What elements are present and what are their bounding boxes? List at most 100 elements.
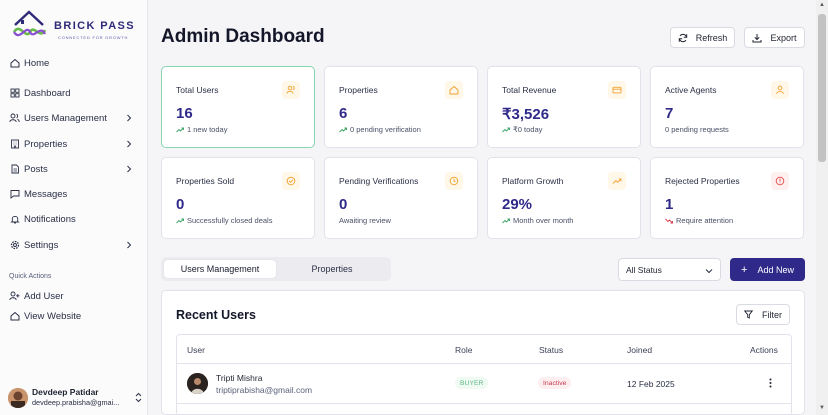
- stat-sub-text: Awaiting review: [339, 216, 391, 225]
- scroll-up-arrow-icon[interactable]: ▲: [819, 2, 825, 8]
- trending-up-icon: [502, 218, 510, 224]
- sidebar-item-label: Notifications: [24, 213, 76, 225]
- refresh-label: Refresh: [695, 32, 728, 43]
- user-email: triptiprabisha@gmail.com: [216, 385, 313, 395]
- chevron-right-icon: [126, 111, 136, 125]
- users-icon: [8, 112, 21, 125]
- stat-card-properties[interactable]: Properties 6 0 pending verification: [324, 66, 478, 148]
- stat-card-platform-growth[interactable]: Platform Growth 29% Month over month: [487, 157, 641, 239]
- stat-sub: Successfully closed deals: [176, 216, 272, 225]
- logo-icon: [12, 10, 47, 37]
- plus-icon: +: [741, 263, 748, 276]
- tab-properties[interactable]: Properties: [311, 264, 353, 274]
- more-vertical-icon[interactable]: [764, 376, 776, 390]
- trending-up-icon: [608, 172, 626, 190]
- sidebar-item-notifications[interactable]: Notifications: [8, 209, 140, 229]
- export-button[interactable]: Export: [744, 27, 805, 48]
- message-icon: [8, 188, 21, 201]
- page-title: Admin Dashboard: [161, 26, 325, 47]
- document-icon: [8, 163, 21, 176]
- sidebar-item-users-management[interactable]: Users Management: [8, 108, 140, 128]
- stat-title: Total Revenue: [502, 85, 557, 95]
- user-email: devdeep.prabisha@gmai...: [32, 398, 120, 407]
- chevron-right-icon: [126, 137, 136, 151]
- status-filter-select[interactable]: All Status: [618, 258, 721, 281]
- column-header-joined: Joined: [627, 345, 653, 355]
- stat-value: 7: [665, 105, 674, 122]
- sidebar-item-label: Properties: [24, 138, 68, 150]
- stat-value: 16: [176, 105, 193, 122]
- brand-logo[interactable]: BRICK PASS CONNECTED FOR GROWTH: [10, 8, 140, 44]
- refresh-icon: [678, 33, 688, 43]
- table-row[interactable]: Tripti Mishra triptiprabisha@gmail.com B…: [177, 364, 791, 404]
- sidebar-item-label: Home: [24, 57, 50, 69]
- avatar: [8, 388, 28, 408]
- sidebar-item-settings[interactable]: Settings: [8, 235, 140, 255]
- chevron-updown-icon[interactable]: [135, 390, 142, 408]
- trending-up-icon: [176, 218, 184, 224]
- home-icon: [8, 57, 21, 70]
- filter-label: Filter: [762, 309, 782, 320]
- sidebar-item-messages[interactable]: Messages: [8, 184, 140, 204]
- tab-users-management[interactable]: Users Management: [164, 260, 276, 278]
- recent-users-panel: Recent Users Filter User Role Status Joi…: [161, 290, 805, 415]
- dashboard-icon: [8, 87, 21, 100]
- quick-action-add-user[interactable]: Add User: [8, 286, 140, 306]
- sidebar-item-posts[interactable]: Posts: [8, 159, 140, 179]
- stat-title: Total Users: [176, 85, 219, 95]
- brand-name: BRICK PASS: [54, 20, 136, 32]
- trending-up-icon: [502, 127, 510, 133]
- sidebar-item-label: View Website: [24, 310, 82, 322]
- sidebar-item-properties[interactable]: Properties: [8, 134, 140, 154]
- filter-button[interactable]: Filter: [736, 304, 790, 325]
- stat-value: 29%: [502, 196, 533, 213]
- sidebar-item-label: Add User: [24, 290, 64, 302]
- quick-actions-label: Quick Actions: [9, 273, 52, 280]
- stat-value: ₹3,526: [502, 106, 550, 123]
- stat-card-active-agents[interactable]: Active Agents 7 0 pending requests: [650, 66, 804, 148]
- stat-sub: Month over month: [502, 216, 573, 225]
- scroll-down-arrow-icon[interactable]: ▼: [819, 405, 825, 411]
- joined-date: 12 Feb 2025: [627, 379, 675, 389]
- brand-tagline: CONNECTED FOR GROWTH: [58, 35, 129, 40]
- sidebar-item-label: Posts: [24, 163, 48, 175]
- page-scrollbar[interactable]: ▲ ▼: [816, 0, 828, 415]
- quick-action-view-website[interactable]: View Website: [8, 306, 140, 326]
- scrollbar-thumb[interactable]: [818, 14, 826, 162]
- home-icon: [445, 81, 463, 99]
- role-badge: BUYER: [455, 377, 489, 389]
- sidebar-item-label: Users Management: [24, 112, 107, 124]
- stat-sub-text: 0 pending verification: [350, 125, 421, 134]
- home-icon: [8, 310, 21, 323]
- stat-title: Rejected Properties: [665, 176, 740, 186]
- tab-bar: Users Management Properties: [161, 257, 391, 281]
- stat-sub-text: 0 pending requests: [665, 125, 729, 134]
- credit-card-icon: [608, 81, 626, 99]
- stat-card-total-users[interactable]: Total Users 16 1 new today: [161, 66, 315, 148]
- stat-card-properties-sold[interactable]: Properties Sold 0 Successfully closed de…: [161, 157, 315, 239]
- status-filter-value: All Status: [626, 264, 662, 275]
- trending-up-icon: [176, 127, 184, 133]
- sidebar-item-dashboard[interactable]: Dashboard: [8, 83, 140, 103]
- clock-icon: [445, 172, 463, 190]
- user-plus-icon: [8, 290, 21, 303]
- stat-sub: 1 new today: [176, 125, 227, 134]
- stat-card-total-revenue[interactable]: Total Revenue ₹3,526 ₹0 today: [487, 66, 641, 148]
- refresh-button[interactable]: Refresh: [670, 27, 735, 48]
- stat-sub: 0 pending requests: [665, 125, 729, 134]
- sidebar: BRICK PASS CONNECTED FOR GROWTH Home Das…: [0, 0, 148, 415]
- add-new-button[interactable]: + Add New: [730, 258, 805, 281]
- stat-card-rejected-properties[interactable]: Rejected Properties 1 Require attention: [650, 157, 804, 239]
- stat-sub: ₹0 today: [502, 125, 542, 134]
- stat-sub: 0 pending verification: [339, 125, 421, 134]
- stat-card-pending-verifications[interactable]: Pending Verifications 0 Awaiting review: [324, 157, 478, 239]
- stat-value: 0: [176, 196, 185, 213]
- sidebar-item-home[interactable]: Home: [8, 53, 140, 73]
- stat-title: Properties Sold: [176, 176, 235, 186]
- divider: [177, 363, 791, 364]
- chevron-right-icon: [126, 162, 136, 176]
- users-icon: [282, 81, 300, 99]
- user-icon: [771, 81, 789, 99]
- current-user[interactable]: Devdeep Patidar devdeep.prabisha@gmai...: [8, 385, 142, 413]
- filter-icon: [744, 310, 753, 319]
